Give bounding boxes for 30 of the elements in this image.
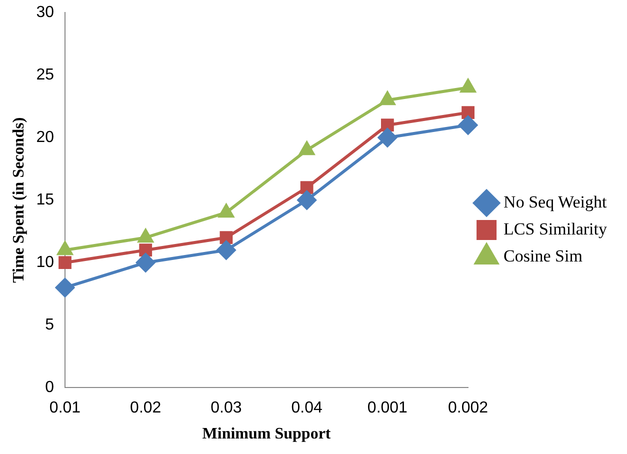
- point: [136, 253, 156, 272]
- point: [300, 181, 314, 194]
- x-tick-label: 0.02: [130, 400, 162, 417]
- x-tick-label: 0.03: [210, 400, 242, 417]
- y-tick-label: 5: [45, 316, 54, 334]
- point: [216, 240, 236, 260]
- point: [139, 244, 152, 257]
- x-tick-label: 0.002: [448, 400, 488, 417]
- y-tick-label: 0: [45, 379, 54, 396]
- x-axis-title: Minimum Support: [202, 426, 332, 443]
- y-tick-label: 15: [36, 192, 54, 209]
- y-tick-label: 25: [36, 66, 54, 84]
- point: [55, 278, 74, 298]
- legend-label: No Seq Weight: [504, 192, 607, 212]
- point: [380, 118, 394, 132]
- point: [462, 106, 474, 120]
- y-tick-label: 20: [36, 129, 54, 146]
- y-tick-label: 30: [36, 4, 54, 22]
- legend-label: LCS Similarity: [504, 219, 608, 238]
- x-tick-label: 0.01: [49, 400, 81, 417]
- point: [297, 190, 316, 210]
- point: [58, 256, 72, 270]
- point: [378, 128, 397, 148]
- x-tick-label: 0.001: [367, 400, 408, 417]
- legend-label: Cosine Sim: [504, 246, 582, 266]
- y-axis-title: Time Spent (in Seconds): [10, 117, 28, 283]
- point: [220, 231, 233, 244]
- x-tick-label: 0.04: [291, 400, 322, 417]
- point: [458, 116, 478, 135]
- y-tick-label: 10: [36, 254, 54, 272]
